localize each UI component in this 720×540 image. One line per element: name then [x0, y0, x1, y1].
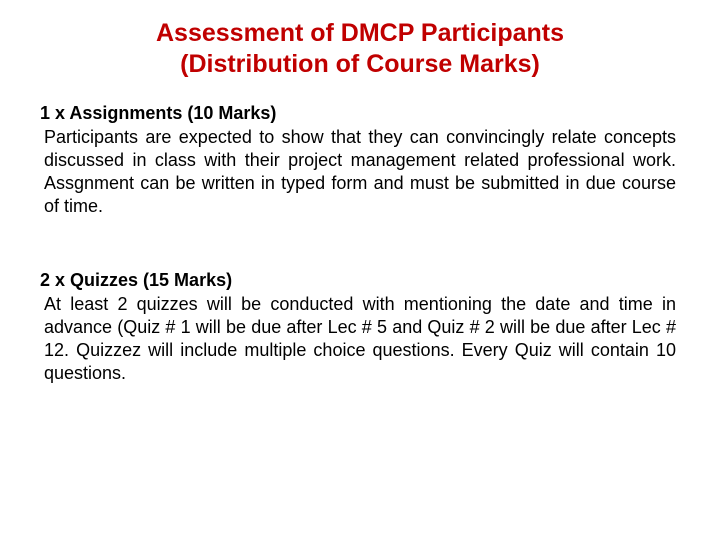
assignments-heading: 1 x Assignments (10 Marks): [40, 103, 676, 124]
title-line-1: Assessment of DMCP Participants: [156, 19, 564, 47]
quizzes-body: At least 2 quizzes will be conducted wit…: [44, 293, 676, 385]
quizzes-heading: 2 x Quizzes (15 Marks): [40, 270, 676, 291]
section-assignments: 1 x Assignments (10 Marks) Participants …: [44, 103, 676, 218]
slide-title: Assessment of DMCP Participants (Distrib…: [44, 18, 676, 81]
assignments-body: Participants are expected to show that t…: [44, 126, 676, 218]
section-quizzes: 2 x Quizzes (15 Marks) At least 2 quizze…: [44, 270, 676, 385]
title-line-2: (Distribution of Course Marks): [180, 50, 540, 78]
